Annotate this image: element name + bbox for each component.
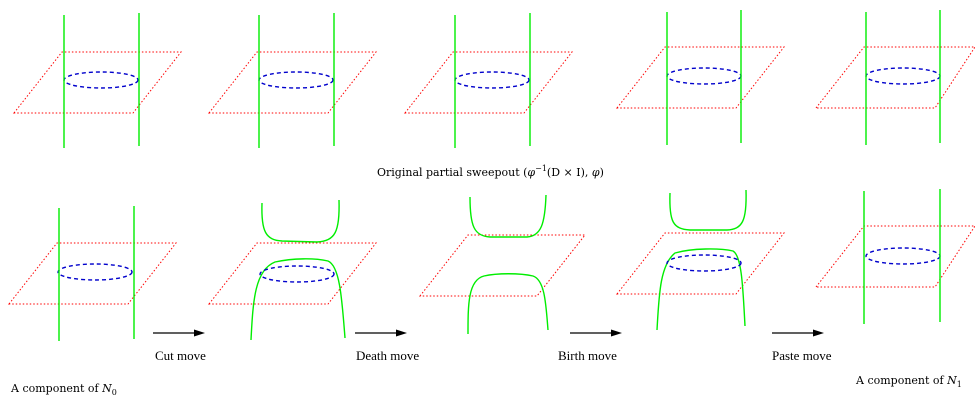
plane	[207, 242, 378, 305]
dashed-disk	[666, 67, 742, 85]
dashed-disk	[666, 254, 742, 272]
lower-tube-curve	[250, 258, 346, 341]
lower-tube-curve	[467, 273, 549, 335]
top-frame-5	[814, 10, 975, 145]
dashed-disk	[865, 67, 941, 85]
arrow-paste	[772, 329, 824, 337]
top-frame-4	[615, 10, 786, 145]
caption-component-n0: A component of N0	[10, 382, 117, 397]
top-frame-3	[403, 13, 574, 148]
arrow-death	[355, 329, 407, 337]
dashed-disk	[865, 247, 941, 265]
lower-tube-curve	[656, 248, 746, 331]
dashed-disk	[63, 71, 139, 89]
dashed-disk	[454, 71, 530, 89]
bottom-frame-1	[7, 206, 178, 341]
plane	[403, 51, 574, 114]
label-paste-move: Paste move	[772, 348, 832, 363]
plane	[615, 46, 786, 109]
arrow-birth	[570, 329, 622, 337]
bottom-frame-5	[814, 189, 975, 324]
top-frame-2	[207, 13, 378, 148]
dashed-disk	[57, 263, 133, 281]
plane	[814, 46, 975, 109]
upper-cap-curve	[669, 189, 747, 231]
bottom-frame-4	[615, 189, 786, 331]
dashed-disk	[258, 71, 334, 89]
plane	[12, 51, 183, 114]
plane	[814, 225, 975, 288]
top-frame-1	[12, 13, 183, 148]
plane	[207, 51, 378, 114]
bottom-frame-3	[418, 194, 587, 335]
bottom-frame-2	[207, 199, 378, 341]
arrow-cut	[153, 329, 205, 337]
upper-cap-curve	[261, 199, 340, 243]
label-birth-move: Birth move	[558, 348, 617, 363]
label-cut-move: Cut move	[155, 348, 206, 363]
caption-component-n1: A component of N1	[855, 374, 962, 389]
upper-cap-curve	[469, 194, 547, 238]
plane	[418, 234, 587, 297]
dashed-disk	[259, 265, 335, 283]
label-death-move: Death move	[356, 348, 419, 363]
plane	[7, 242, 178, 305]
plane	[615, 232, 786, 295]
caption-original-sweepout: Original partial sweepout (φ−1(D × I), φ…	[377, 164, 604, 179]
